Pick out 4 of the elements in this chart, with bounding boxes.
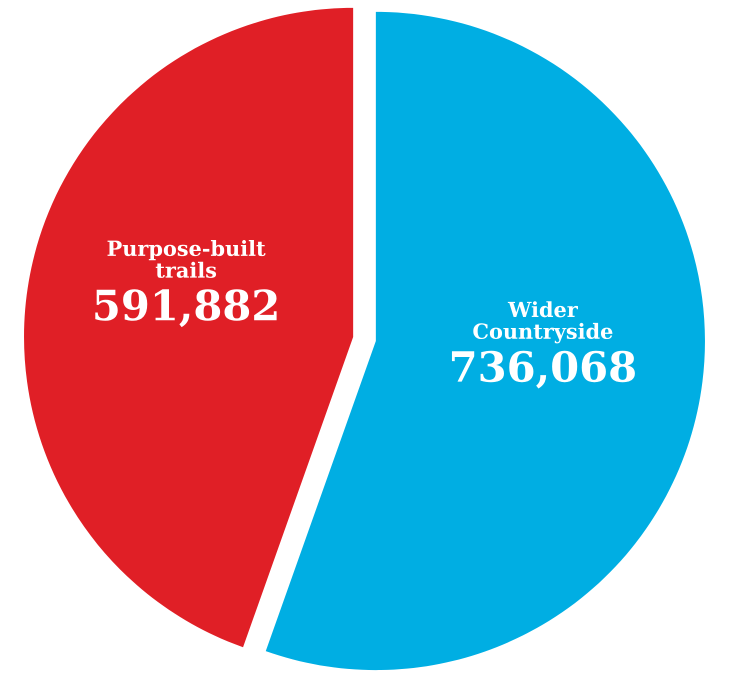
data-label: 591,882 xyxy=(95,289,277,328)
slice-label: Purpose-built trails xyxy=(108,240,266,278)
slice-label: Wider Countryside xyxy=(473,301,612,344)
data-label: 736,068 xyxy=(452,350,635,389)
